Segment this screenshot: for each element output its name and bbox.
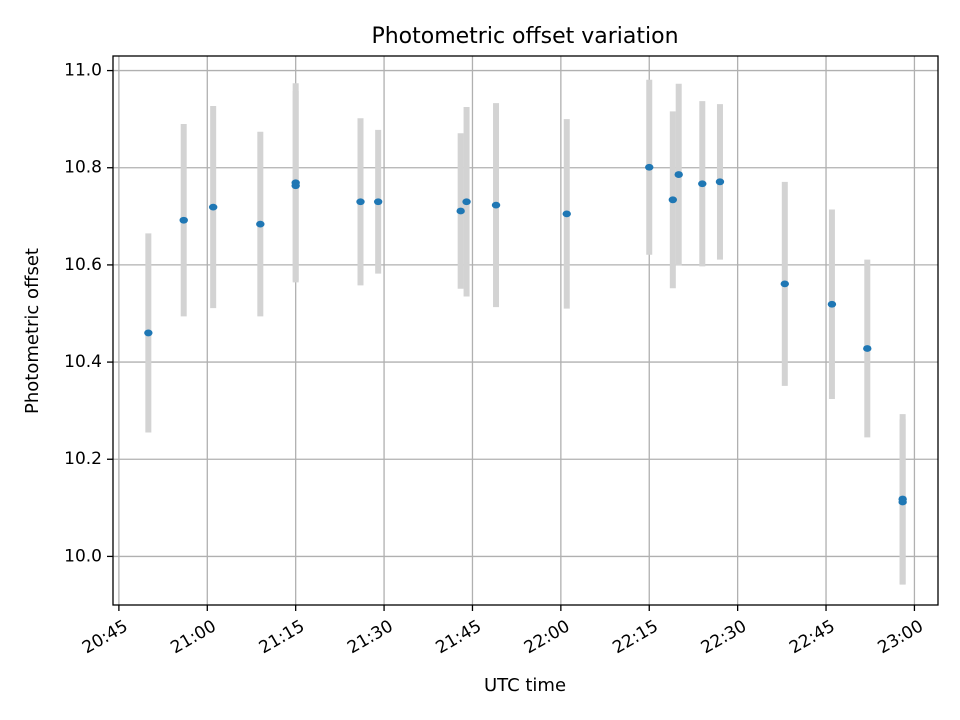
data-point [698, 180, 707, 188]
data-point [462, 198, 471, 206]
data-point [491, 201, 501, 209]
data-point [256, 220, 265, 228]
y-tick-label: 10.4 [64, 352, 102, 372]
data-point [562, 210, 571, 218]
data-point [674, 171, 683, 178]
data-point [898, 498, 907, 506]
data-points [144, 163, 907, 506]
plot-frame [112, 55, 939, 606]
y-tick-label: 11.0 [64, 61, 102, 81]
data-point [668, 196, 678, 204]
data-point [144, 329, 153, 337]
y-tick-label: 10.8 [64, 158, 102, 178]
data-point [715, 178, 725, 186]
data-point [208, 203, 218, 211]
chart-title: Photometric offset variation [371, 24, 678, 49]
data-point [827, 300, 837, 308]
data-point [456, 207, 465, 215]
data-point [291, 182, 300, 190]
y-axis-label: Photometric offset [22, 248, 43, 414]
y-tick-label: 10.6 [64, 255, 102, 275]
data-point [645, 163, 654, 171]
data-point [863, 345, 872, 352]
grid [113, 56, 938, 605]
y-tick-label: 10.2 [64, 449, 102, 469]
data-point [356, 198, 365, 206]
data-point [179, 216, 188, 224]
data-point [780, 280, 789, 288]
y-tick-label: 10.0 [64, 546, 102, 566]
x-axis-label: UTC time [484, 675, 566, 696]
data-point [373, 198, 383, 206]
